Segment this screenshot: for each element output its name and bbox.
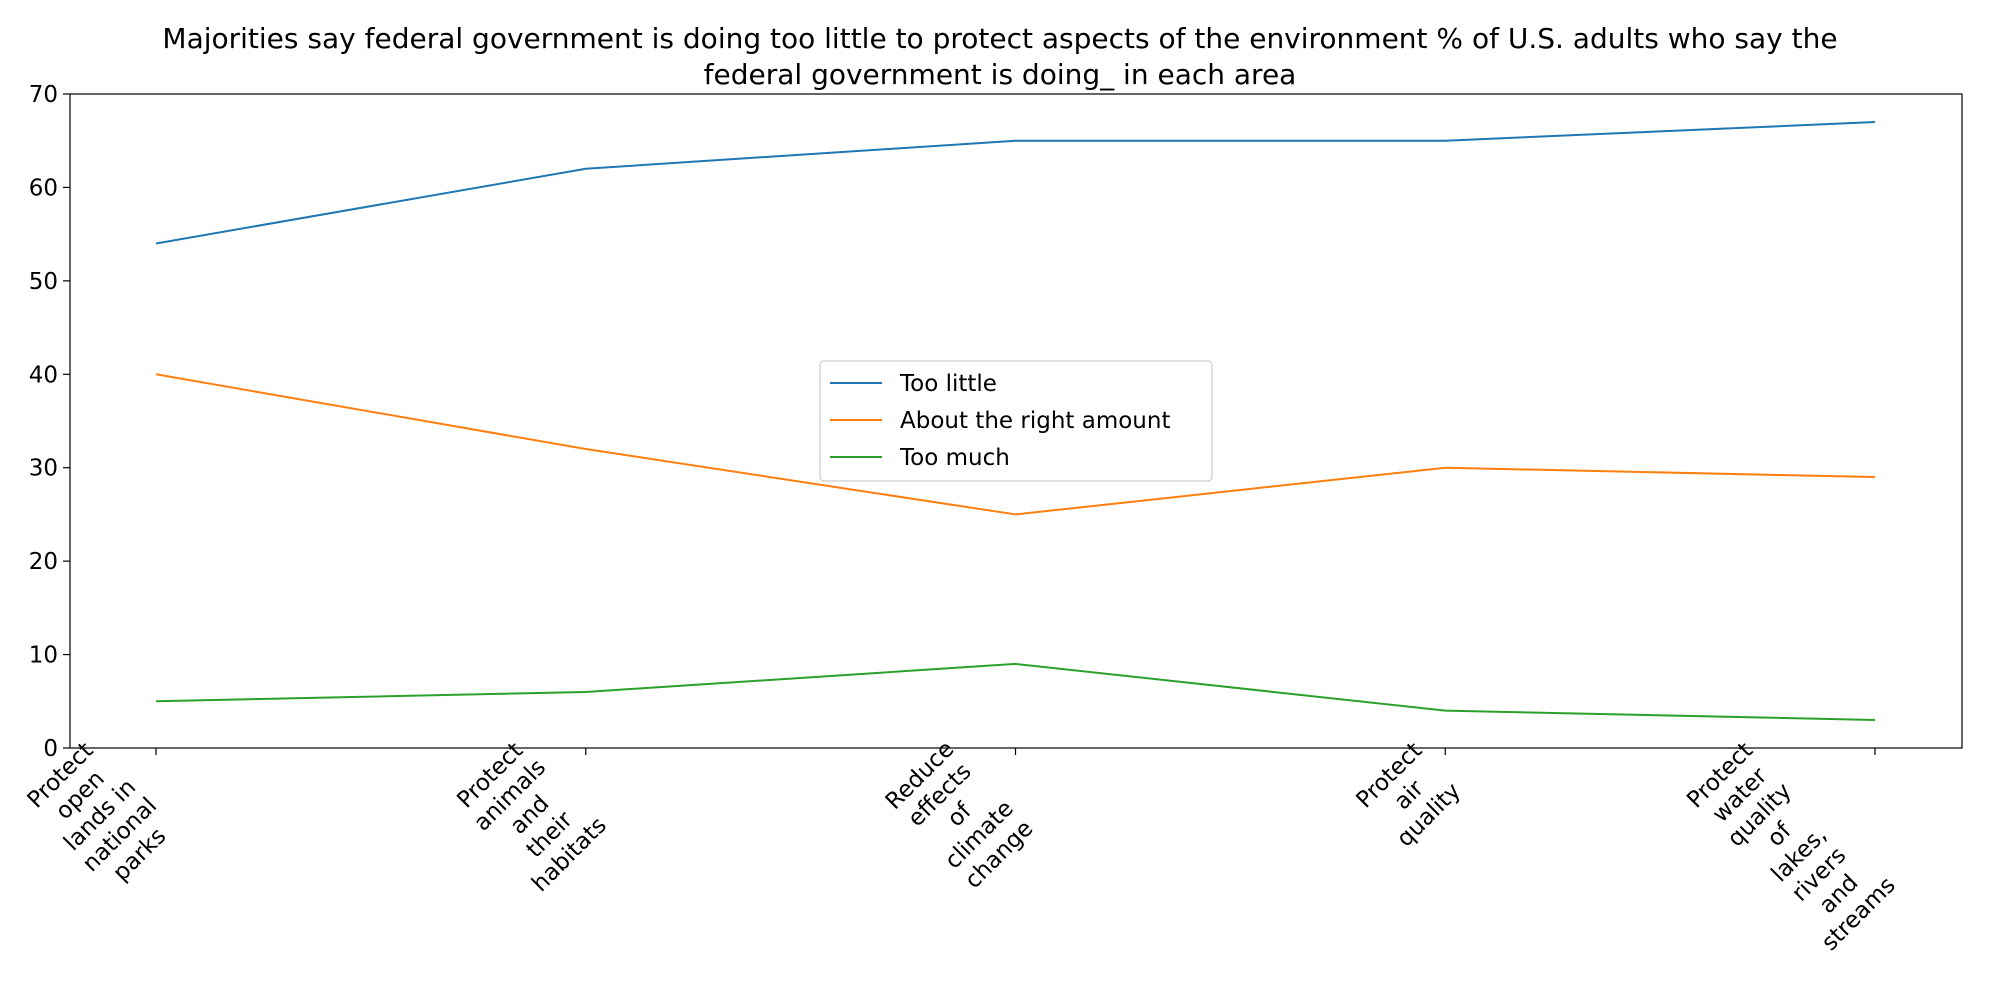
y-tick-label: 10 bbox=[29, 643, 58, 669]
legend-label: Too much bbox=[899, 445, 1010, 471]
legend: Too little About the right amount Too much bbox=[819, 360, 1213, 482]
y-axis: 0 10 20 30 40 50 60 70 bbox=[29, 82, 70, 762]
chart-title-line: Majorities say federal government is doi… bbox=[162, 22, 1837, 55]
y-tick-label: 20 bbox=[29, 549, 58, 575]
y-tick-label: 50 bbox=[29, 269, 58, 295]
y-tick-label: 60 bbox=[29, 175, 58, 201]
legend-label: Too little bbox=[899, 371, 997, 397]
legend-item: About the right amount bbox=[830, 408, 1170, 434]
y-tick-label: 40 bbox=[29, 362, 58, 388]
legend-item: Too little bbox=[830, 371, 997, 397]
series-about-the-right-amount bbox=[155, 373, 1876, 516]
legend-label: About the right amount bbox=[900, 408, 1170, 434]
chart-title: Majorities say federal government is doi… bbox=[162, 22, 1837, 91]
y-tick-label: 0 bbox=[43, 736, 58, 762]
series-lines bbox=[155, 121, 1876, 721]
chart-title-line: federal government is doing_ in each are… bbox=[704, 58, 1297, 91]
y-tick-label: 70 bbox=[29, 82, 58, 108]
legend-item: Too much bbox=[830, 445, 1010, 471]
series-too-little bbox=[155, 121, 1876, 245]
legend-frame bbox=[819, 360, 1213, 482]
x-tick-label: Protectwaterqualityoflakes,riversandstre… bbox=[1682, 738, 1900, 956]
series-too-much bbox=[155, 662, 1876, 721]
y-tick-label: 30 bbox=[29, 456, 58, 482]
